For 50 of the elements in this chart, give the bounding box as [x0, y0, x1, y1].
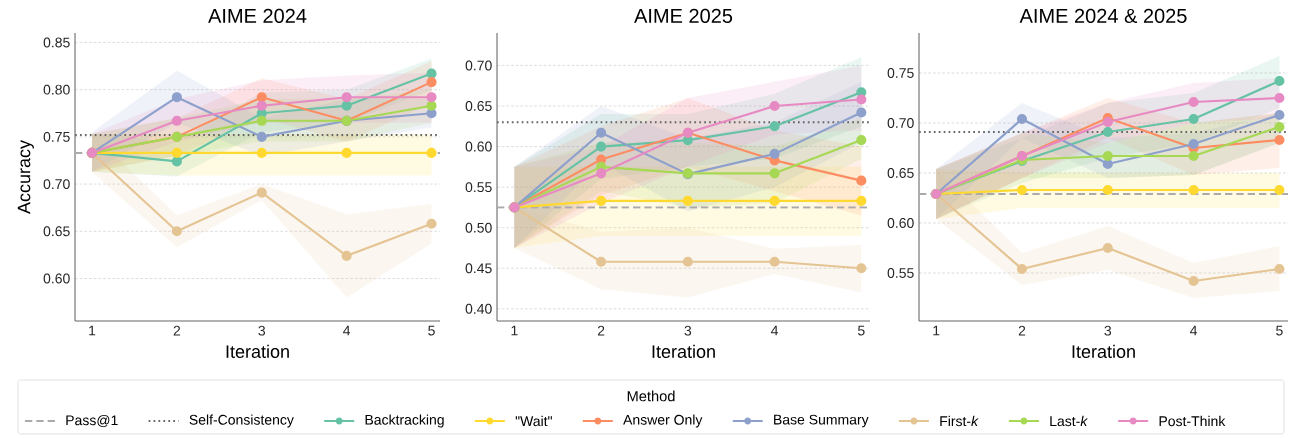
y-tick-label: 0.45: [465, 263, 492, 274]
y-axis-title: Accuracy: [17, 140, 34, 214]
x-tick-label: 1: [933, 325, 940, 336]
y-tick-label: 0.60: [43, 273, 70, 284]
legend-label: Backtracking: [365, 414, 444, 428]
y-tick-label: 0.65: [887, 168, 914, 178]
y-tick-label: 0.60: [887, 218, 914, 228]
legend-label: Answer Only: [623, 414, 703, 428]
chart-title: AIME 2025: [634, 8, 733, 23]
x-axis-title: Iteration: [226, 344, 289, 358]
x-tick-label: 2: [1018, 325, 1026, 336]
x-tick-label: 5: [858, 325, 865, 336]
x-tick-label: 1: [511, 325, 518, 336]
x-axis-title: Iteration: [1072, 344, 1135, 358]
y-tick-label: 0.70: [43, 179, 70, 190]
y-tick-label: 0.75: [887, 68, 914, 78]
legend-label: Self-Consistency: [189, 414, 294, 428]
x-tick-label: 5: [428, 325, 435, 336]
legend-label: "Wait": [515, 415, 552, 427]
y-tick-label: 0.80: [43, 84, 70, 95]
y-tick-label: 0.70: [887, 118, 914, 128]
chart-title: AIME 2024 & 2025: [1019, 8, 1187, 23]
x-tick-label: 1: [89, 325, 96, 336]
x-tick-label: 4: [1190, 325, 1198, 336]
legend-label: Base Summary: [774, 414, 869, 428]
y-tick-label: 0.60: [465, 141, 492, 152]
x-tick-label: 4: [771, 325, 779, 336]
y-tick-label: 0.85: [43, 37, 70, 48]
x-tick-label: 2: [173, 325, 181, 336]
legend-label: Last-k: [1050, 415, 1088, 427]
legend-label: First-k: [940, 415, 979, 427]
x-tick-label: 3: [258, 325, 266, 336]
x-tick-label: 3: [684, 325, 692, 336]
y-tick-label: 0.50: [465, 222, 492, 233]
chart-title: AIME 2024: [208, 8, 307, 23]
x-tick-label: 5: [1276, 325, 1283, 336]
y-tick-label: 0.65: [43, 226, 70, 237]
y-tick-label: 0.65: [465, 101, 492, 111]
y-tick-label: 0.55: [887, 268, 914, 278]
x-tick-label: 2: [597, 325, 605, 336]
x-axis-title: Iteration: [652, 344, 715, 358]
legend-label: Post-Think: [1159, 415, 1226, 427]
legend-title: Method: [627, 390, 675, 402]
y-tick-label: 0.70: [465, 60, 492, 71]
y-tick-label: 0.55: [465, 182, 492, 193]
x-tick-label: 3: [1104, 325, 1112, 336]
y-tick-label: 0.40: [465, 303, 492, 314]
x-tick-label: 4: [343, 325, 351, 336]
legend-label: Pass@1: [66, 414, 118, 428]
y-tick-label: 0.75: [43, 131, 70, 142]
